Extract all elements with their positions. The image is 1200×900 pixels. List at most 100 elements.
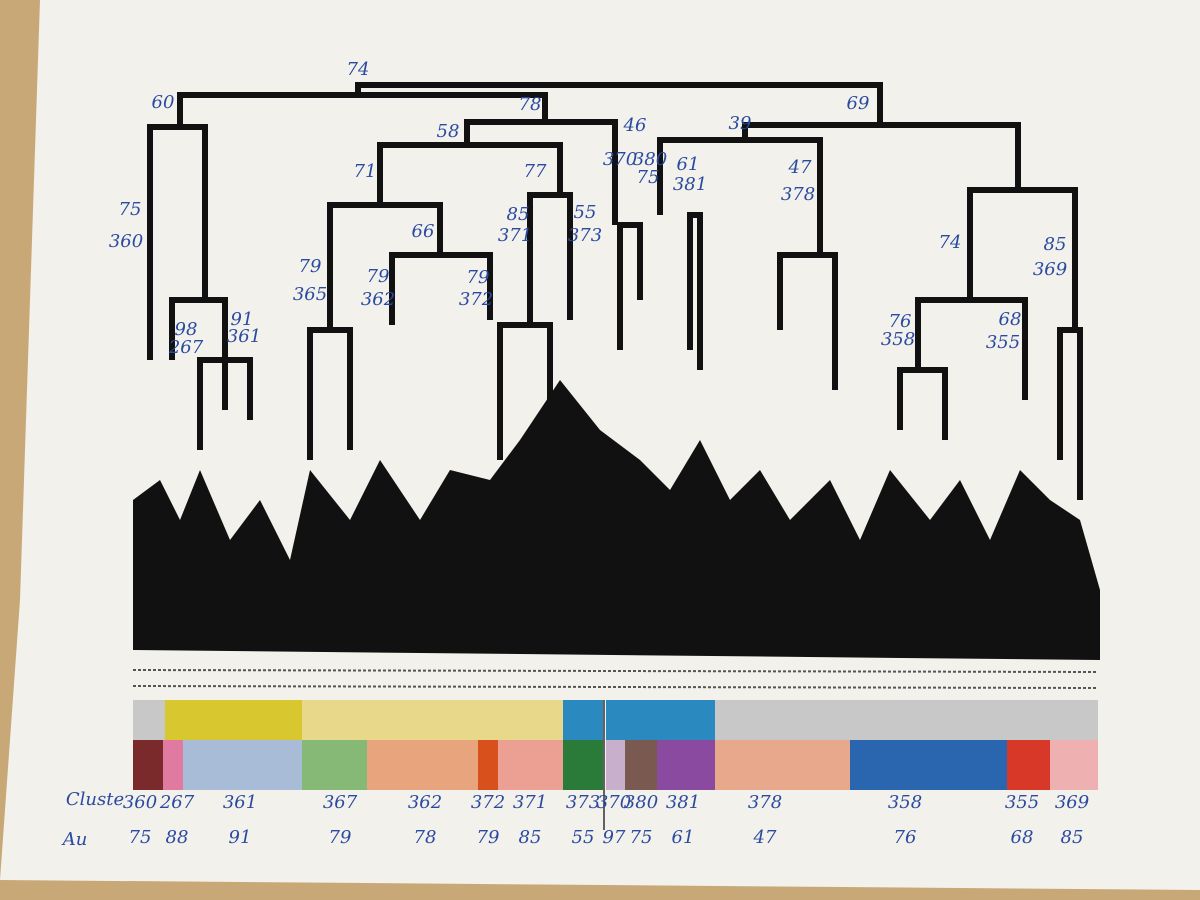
color-cell — [563, 700, 603, 740]
cluster-id: 267 — [159, 792, 195, 813]
cluster-id: 361 — [223, 792, 257, 813]
au-value: 78 — [414, 827, 437, 848]
branch — [687, 212, 703, 370]
cluster-id: 378 — [748, 792, 782, 813]
color-cell — [367, 740, 478, 790]
node-annotation: 365 — [293, 284, 327, 305]
cluster-id: 367 — [323, 792, 358, 813]
node-annotation: 55 — [574, 202, 597, 223]
node-annotation: 371 — [498, 225, 532, 246]
node-annotation: 77 — [524, 161, 547, 182]
au-value: 85 — [519, 827, 542, 848]
color-cell — [478, 740, 498, 790]
branch — [897, 367, 948, 440]
color-cell — [165, 700, 302, 740]
cluster-id: 372 — [471, 792, 505, 813]
node-annotation: 58 — [437, 121, 460, 142]
branch — [777, 252, 838, 390]
branch — [355, 82, 883, 125]
node-annotation: 361 — [227, 326, 261, 347]
node-annotation: 91 — [231, 309, 254, 330]
color-bars — [133, 700, 1098, 790]
color-cell — [715, 740, 850, 790]
color-cell — [1007, 740, 1050, 790]
node-annotation: 74 — [939, 232, 962, 253]
color-cell — [133, 740, 163, 790]
cluster-id: 381 — [666, 792, 700, 813]
node-annotation: 358 — [881, 329, 915, 350]
branch — [377, 142, 563, 205]
cluster-id: 360 — [123, 792, 157, 813]
color-cell — [625, 740, 657, 790]
node-annotation: 75 — [119, 199, 142, 220]
node-annotation: 372 — [459, 289, 493, 310]
dense-leaves — [133, 380, 1100, 660]
cluster-id: 362 — [408, 792, 442, 813]
au-value: 85 — [1061, 827, 1084, 848]
color-cell — [563, 740, 603, 790]
node-annotation: 369 — [1033, 259, 1067, 280]
node-annotation: 380 — [633, 149, 667, 170]
branch — [327, 202, 443, 330]
cluster-id: 355 — [1005, 792, 1039, 813]
branch — [1057, 327, 1083, 500]
node-annotation: 98 — [175, 319, 198, 340]
node-annotation: 66 — [412, 221, 435, 242]
node-annotation: 355 — [986, 332, 1020, 353]
node-annotation: 267 — [168, 337, 204, 358]
node-annotation: 61 — [677, 154, 700, 175]
leaf-labels — [132, 669, 1099, 673]
node-annotation: 85 — [507, 204, 530, 225]
au-value: 76 — [894, 827, 917, 848]
cluster-id: 371 — [513, 792, 547, 813]
color-cell — [498, 740, 563, 790]
cluster-id: 369 — [1055, 792, 1089, 813]
cluster-id: 380 — [624, 792, 658, 813]
node-annotation: 79 — [367, 266, 390, 287]
au-value: 79 — [329, 827, 352, 848]
au-value: 61 — [672, 827, 695, 848]
node-annotation: 69 — [847, 93, 870, 114]
color-cell — [163, 740, 183, 790]
row-label: Au — [61, 829, 88, 850]
branch — [967, 187, 1078, 330]
node-annotation: 85 — [1044, 234, 1067, 255]
node-annotation: 74 — [347, 59, 370, 80]
branch — [464, 119, 618, 225]
color-cell — [133, 700, 165, 740]
color-cell — [606, 700, 715, 740]
branch — [147, 124, 208, 360]
node-annotation: 370 — [603, 149, 637, 170]
node-annotation: 79 — [299, 256, 322, 277]
color-cell — [302, 740, 367, 790]
au-value: 97 — [603, 827, 626, 848]
node-annotation: 60 — [152, 92, 175, 113]
node-annotation: 362 — [361, 289, 395, 310]
au-value: 75 — [129, 827, 152, 848]
branch — [527, 192, 573, 325]
node-annotation: 76 — [889, 311, 912, 332]
node-annotation: 381 — [673, 174, 707, 195]
node-annotation: 75 — [637, 167, 660, 188]
node-annotation: 373 — [568, 225, 602, 246]
node-annotation: 71 — [354, 161, 377, 182]
color-cell — [715, 700, 1098, 740]
branch — [742, 122, 1021, 190]
au-value: 55 — [572, 827, 595, 848]
node-annotation: 79 — [467, 267, 490, 288]
row-label: Cluste — [66, 789, 124, 810]
node-annotation: 78 — [519, 94, 542, 115]
au-value: 68 — [1011, 827, 1034, 848]
leaf-labels — [132, 685, 1099, 689]
branch — [657, 137, 823, 255]
cluster-id: 373 — [566, 792, 600, 813]
color-cell — [183, 740, 302, 790]
branch — [197, 357, 253, 450]
au-value: 47 — [753, 827, 777, 848]
node-annotation: 39 — [729, 113, 752, 134]
color-cell — [302, 700, 563, 740]
branch — [915, 297, 1028, 400]
branch — [169, 297, 228, 410]
